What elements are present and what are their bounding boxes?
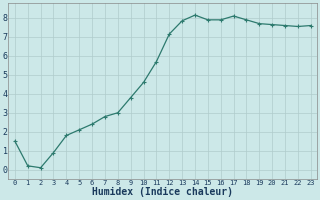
X-axis label: Humidex (Indice chaleur): Humidex (Indice chaleur) xyxy=(92,187,233,197)
